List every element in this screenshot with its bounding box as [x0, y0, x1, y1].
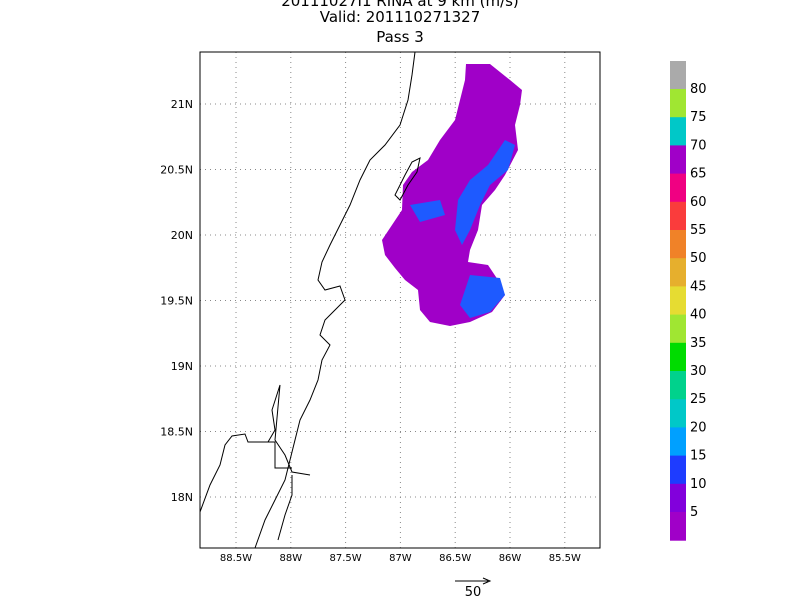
colorbar-label: 35 — [690, 336, 707, 351]
wind-field — [382, 64, 522, 326]
colorbar-label: 75 — [690, 110, 707, 125]
colorbar-label: 60 — [690, 195, 707, 210]
title: Pass 3 — [376, 28, 424, 46]
reference-label: 50 — [465, 585, 482, 600]
lat-label: 20.5N — [160, 164, 193, 177]
colorbar-segment — [670, 286, 686, 316]
colorbar-segment — [670, 455, 686, 485]
wind-area-strong — [455, 140, 515, 245]
colorbar-label: 70 — [690, 138, 707, 153]
lon-label: 87W — [389, 553, 412, 564]
colorbar-label: 45 — [690, 279, 707, 294]
coast-yucatan — [254, 51, 416, 549]
wind-area-strong — [410, 200, 445, 222]
colorbar-segment — [670, 427, 686, 457]
colorbar-segment — [670, 371, 686, 400]
colorbar-label: 55 — [690, 223, 707, 238]
colorbar-label: 40 — [690, 308, 707, 323]
colorbar-segment — [670, 258, 686, 287]
colorbar-segment — [670, 201, 686, 231]
colorbar-label: 5 — [690, 505, 698, 520]
border — [248, 441, 292, 469]
colorbar-segment — [670, 483, 686, 513]
colorbar-label: 15 — [690, 449, 707, 464]
colorbar-segment — [670, 145, 686, 175]
titles: 20111027I1 RINA at 9 km (m/s) Valid: 201… — [281, 0, 519, 46]
wind-area-strong — [460, 275, 505, 318]
lat-label: 19N — [171, 360, 193, 373]
lat-label: 18N — [171, 491, 193, 504]
colorbar-label: 80 — [690, 82, 707, 97]
colorbar: 80 75 70 65 60 55 50 45 40 35 30 25 20 15 10 5 — [670, 61, 707, 541]
colorbar-segment — [670, 512, 686, 541]
lat-label: 20N — [171, 229, 193, 242]
colorbar-segment — [670, 399, 686, 428]
colorbar-label: 10 — [690, 477, 707, 492]
title: 20111027I1 RINA at 9 km (m/s) — [281, 0, 519, 10]
colorbar-segment — [670, 61, 686, 90]
colorbar-label: 50 — [690, 251, 707, 266]
wind-area — [382, 64, 522, 326]
plot-frame — [199, 51, 601, 549]
title: Valid: 201110271327 — [320, 8, 481, 26]
lon-label: 86.5W — [439, 553, 471, 564]
coast-island — [394, 157, 421, 201]
coastline — [199, 51, 421, 549]
lon-label: 87.5W — [330, 553, 362, 564]
lon-label: 85.5W — [549, 553, 581, 564]
colorbar-segment — [670, 230, 686, 259]
colorbar-segment — [670, 314, 686, 344]
colorbar-label: 30 — [690, 364, 707, 379]
lat-label: 21N — [171, 98, 193, 111]
colorbar-label: 25 — [690, 392, 707, 407]
colorbar-segment — [670, 342, 686, 372]
colorbar-segment — [670, 117, 686, 146]
lon-label: 88W — [279, 553, 302, 564]
colorbar-segment — [670, 89, 686, 118]
colorbar-segment — [670, 173, 686, 203]
lat-label: 19.5N — [160, 295, 193, 308]
lon-label: 88.5W — [220, 553, 252, 564]
reference-arrow-head — [482, 577, 492, 585]
colorbar-label: 20 — [690, 420, 707, 435]
colorbar-label: 65 — [690, 167, 707, 182]
lat-label: 18.5N — [160, 426, 193, 439]
lon-label: 86W — [499, 553, 522, 564]
